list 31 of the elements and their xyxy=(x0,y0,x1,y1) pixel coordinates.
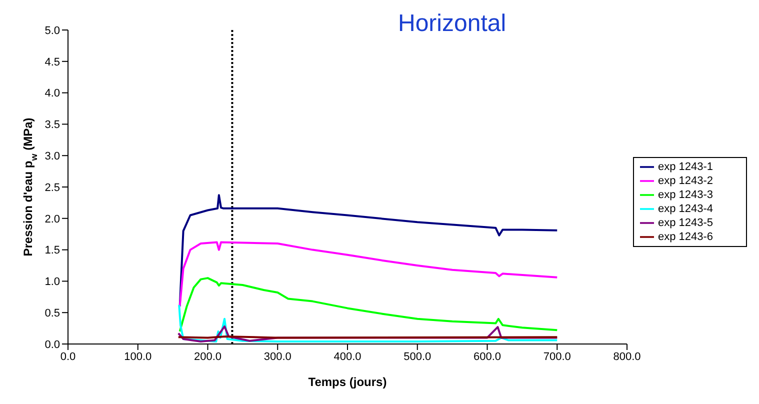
line-series xyxy=(178,277,558,332)
legend-label: exp 1243-3 xyxy=(658,188,714,201)
x-tick-label: 100.0 xyxy=(124,350,152,363)
legend-label: exp 1243-5 xyxy=(658,216,714,229)
y-tick-label: 3.0 xyxy=(44,150,60,163)
y-tick-label: 4.0 xyxy=(44,88,60,100)
y-tick-label: 4.5 xyxy=(44,56,60,68)
x-tick-label: 0.0 xyxy=(60,350,76,363)
line-series xyxy=(178,304,558,342)
x-tick-label: 700.0 xyxy=(543,350,571,363)
x-axis-title: Temps (jours) xyxy=(308,375,387,389)
x-tick-label: 800.0 xyxy=(613,350,641,363)
chart-title: Horizontal xyxy=(398,10,506,38)
x-tick-label: 200.0 xyxy=(194,350,222,363)
y-tick-label: 0.0 xyxy=(44,338,60,351)
y-tick-label: 2.0 xyxy=(44,213,60,226)
x-tick-label: 400.0 xyxy=(334,350,362,363)
line-series xyxy=(178,241,558,308)
legend-label: exp 1243-6 xyxy=(658,230,714,243)
y-tick-label: 3.5 xyxy=(44,119,60,132)
legend-label: exp 1243-4 xyxy=(658,202,714,215)
y-tick-label: 1.5 xyxy=(44,244,60,257)
x-tick-label: 500.0 xyxy=(404,350,432,363)
legend-label: exp 1243-1 xyxy=(658,160,714,173)
x-tick-label: 300.0 xyxy=(264,350,292,363)
legend-label: exp 1243-2 xyxy=(658,174,714,187)
y-tick-label: 5.0 xyxy=(44,24,60,37)
y-tick-label: 1.0 xyxy=(44,276,60,288)
y-tick-label: 2.5 xyxy=(44,182,60,194)
x-tick-label: 600.0 xyxy=(473,350,502,363)
y-tick-label: 0.5 xyxy=(44,308,60,320)
